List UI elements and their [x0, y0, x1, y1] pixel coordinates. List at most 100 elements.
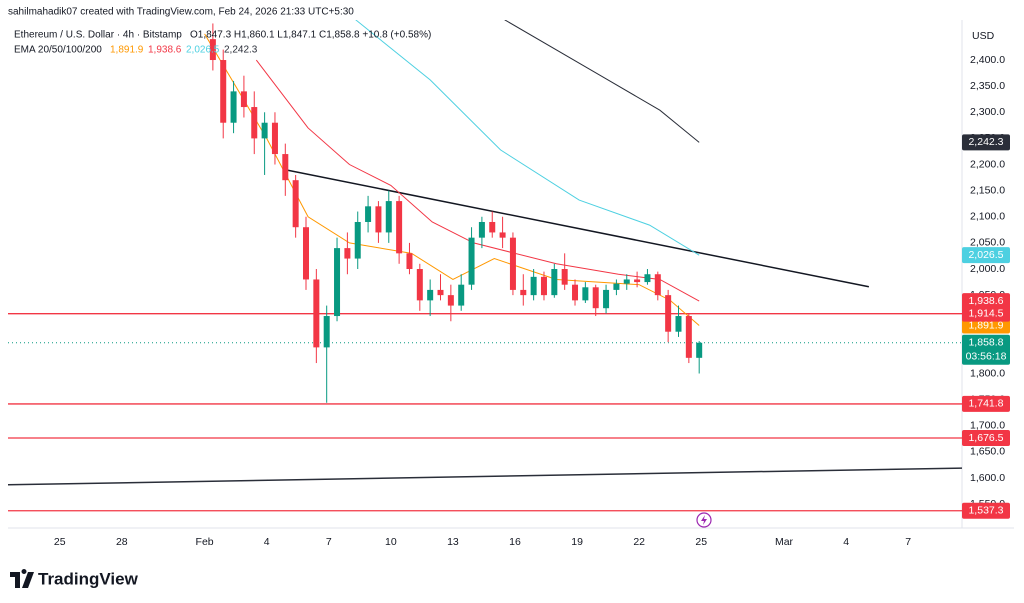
candle-body — [468, 237, 475, 285]
ema-line — [355, 20, 700, 256]
candle-body — [354, 221, 361, 259]
y-tick-label: 2,150.0 — [970, 184, 1005, 196]
event-icon — [696, 512, 712, 528]
candle-body — [240, 91, 247, 108]
candle-body — [685, 316, 692, 358]
candle-body — [499, 232, 506, 238]
x-tick-label: 25 — [695, 536, 707, 548]
candle-body — [271, 122, 278, 155]
candle-body — [561, 269, 568, 285]
candle-body — [313, 279, 320, 348]
candle-body — [365, 206, 372, 222]
last-price-box — [962, 334, 1010, 365]
y-tick-label: 2,200.0 — [970, 158, 1005, 170]
ema-price-label-box — [962, 247, 1010, 264]
y-tick-label: 2,400.0 — [970, 54, 1005, 66]
candle-body — [665, 295, 672, 332]
candle-body — [375, 206, 382, 233]
candle-body — [592, 287, 599, 309]
candle-body — [623, 279, 630, 284]
candle-body — [261, 122, 268, 139]
axes: 1,550.01,600.01,650.01,700.01,750.01,800… — [54, 54, 1010, 548]
ema-price-label-box — [962, 134, 1010, 151]
candle-body — [613, 283, 620, 290]
candle-body — [654, 274, 661, 296]
brand: TradingView — [38, 569, 139, 588]
y-tick-label: 2,100.0 — [970, 211, 1005, 223]
candle-body — [582, 287, 589, 301]
candle-body — [458, 284, 465, 306]
y-tick-label: 2,350.0 — [970, 80, 1005, 92]
candle-body — [251, 107, 258, 139]
ema-legend-value: 1,938.6 — [148, 45, 182, 56]
x-tick-label: 19 — [571, 536, 583, 548]
ema-legend-value: 2,242.3 — [224, 45, 258, 56]
candle-body — [427, 289, 434, 301]
candle-body — [385, 201, 392, 233]
indicator: EMA 20/50/100/200 — [14, 45, 102, 56]
level-price-label-box — [962, 430, 1010, 447]
level-price-label-box — [962, 502, 1010, 519]
candle-body — [396, 201, 403, 254]
ema-price-label: 1,891.9 — [968, 319, 1003, 331]
level-price-label-box — [962, 305, 1010, 322]
y-tick-label: 1,650.0 — [970, 446, 1005, 458]
candle-body — [323, 316, 330, 348]
candle-body — [344, 248, 351, 259]
plot — [8, 20, 962, 512]
candle-body — [509, 237, 516, 290]
indicator-values: 1,891.9 1,938.6 2,026.5 2,242.3 — [110, 45, 258, 56]
candle-body — [644, 274, 651, 283]
x-tick-label: Mar — [775, 536, 794, 548]
candle-body — [406, 253, 413, 270]
candle-body — [551, 269, 558, 296]
ema-price-label-box — [962, 293, 1010, 310]
candle-body — [230, 91, 237, 123]
trendline — [8, 467, 962, 486]
level-price-label-box — [962, 395, 1010, 412]
x-tick-label: 22 — [633, 536, 645, 548]
ema-line — [504, 20, 700, 143]
candle-body — [634, 279, 641, 283]
candle-body — [437, 289, 444, 296]
candle-body — [696, 342, 703, 358]
candle-body — [416, 269, 423, 301]
trendline — [285, 169, 870, 288]
candle-body — [540, 276, 547, 296]
x-tick-label: 10 — [385, 536, 397, 548]
ema-price-label: 1,938.6 — [968, 295, 1003, 307]
x-tick-label: 16 — [509, 536, 521, 548]
currency: USD — [972, 30, 995, 42]
candle-body — [489, 221, 496, 233]
candle-body — [530, 276, 537, 296]
x-tick-label: 28 — [116, 536, 128, 548]
x-tick-label: 4 — [264, 536, 270, 548]
last-price-label: 1,858.8 — [968, 337, 1003, 349]
ema-price-label: 2,026.5 — [968, 249, 1003, 261]
author-line: sahilmahadik07 created with TradingView.… — [8, 7, 354, 18]
x-tick-label: 25 — [54, 536, 66, 548]
y-tick-label: 1,700.0 — [970, 420, 1005, 432]
x-tick-label: Feb — [196, 536, 214, 548]
level-price-label: 1,537.3 — [968, 505, 1003, 517]
candle-body — [478, 221, 485, 238]
level-price-label: 1,676.5 — [968, 432, 1003, 444]
x-tick-label: 7 — [905, 536, 911, 548]
ema-price-label: 2,242.3 — [968, 136, 1003, 148]
x-tick-label: 13 — [447, 536, 459, 548]
candle-body — [282, 154, 289, 181]
y-tick-label: 2,050.0 — [970, 237, 1005, 249]
y-tick-label: 2,300.0 — [970, 106, 1005, 118]
ema-legend-value: 1,891.9 — [110, 45, 144, 56]
candle-body — [334, 248, 341, 317]
ema-legend-value: 2,026.5 — [186, 45, 220, 56]
candle-body — [302, 227, 309, 280]
candle-body — [675, 316, 682, 332]
candle-body — [292, 180, 299, 228]
x-tick-label: 4 — [843, 536, 849, 548]
candle-body — [209, 39, 216, 61]
ohlc: O1,847.3 H1,860.1 L1,847.1 C1,858.8 +10.… — [190, 30, 431, 41]
y-tick-label: 1,600.0 — [970, 472, 1005, 484]
candle-body — [447, 295, 454, 306]
